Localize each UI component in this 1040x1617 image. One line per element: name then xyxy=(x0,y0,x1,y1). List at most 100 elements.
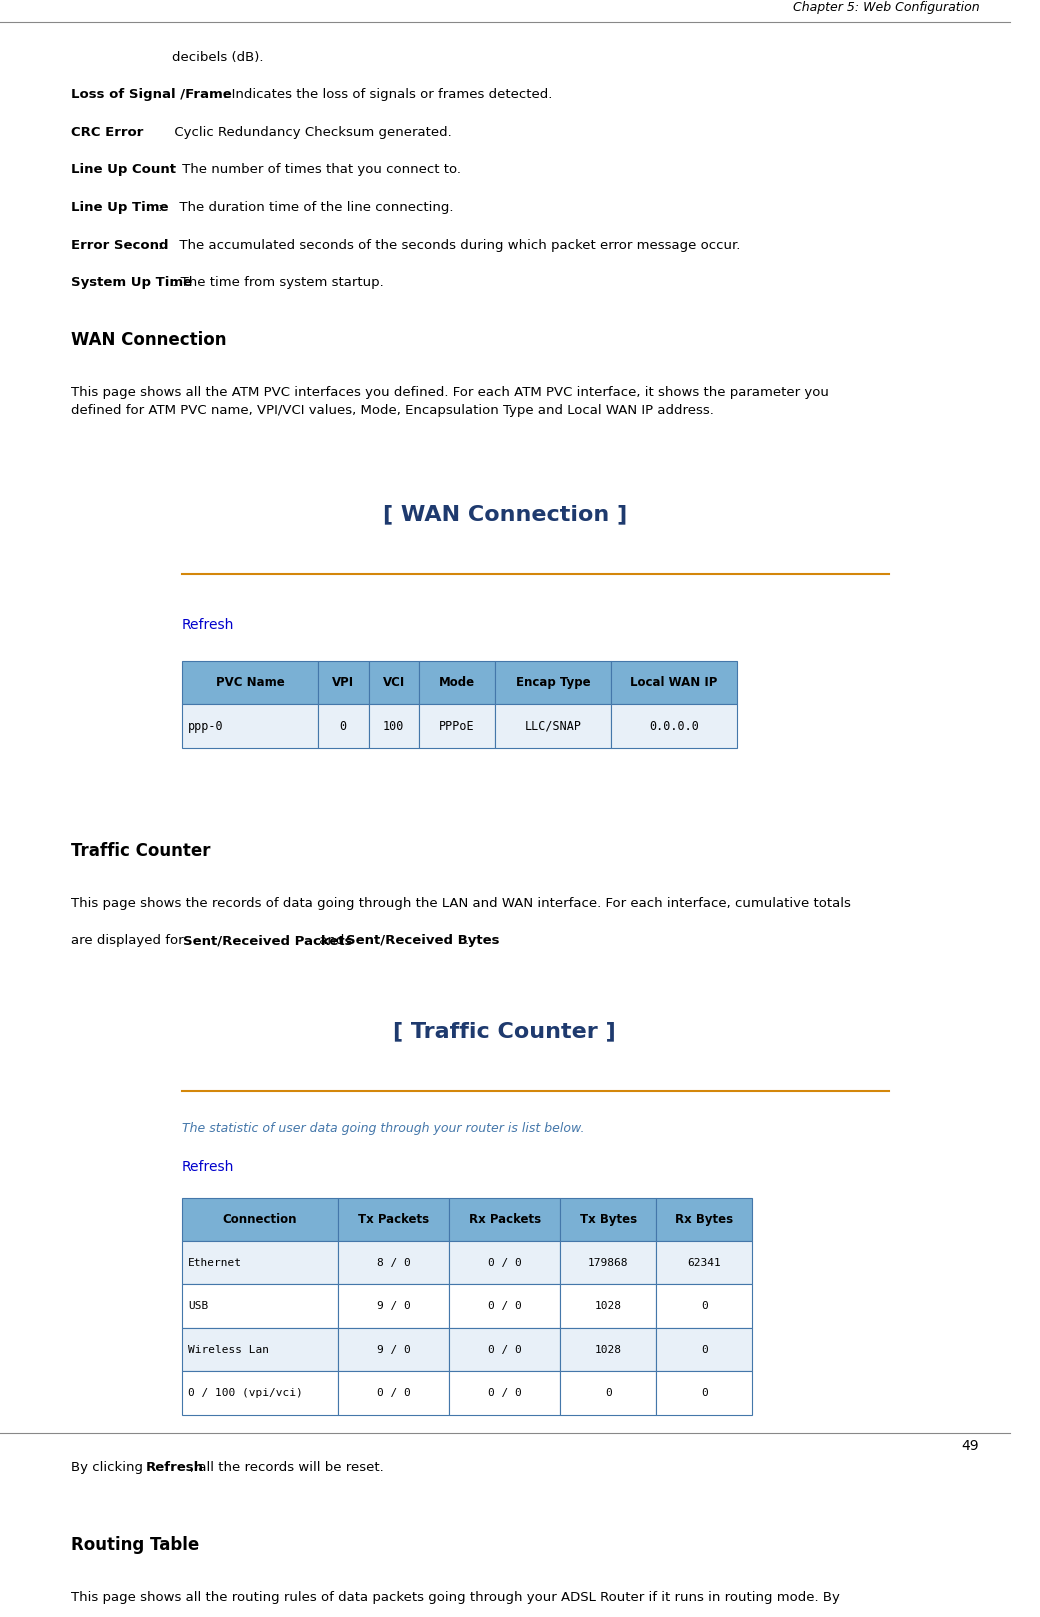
Text: 0 / 0: 0 / 0 xyxy=(488,1258,522,1268)
Text: Line Up Count: Line Up Count xyxy=(71,163,176,176)
Text: Encap Type: Encap Type xyxy=(516,676,590,689)
Text: 0: 0 xyxy=(605,1387,612,1399)
FancyBboxPatch shape xyxy=(368,661,419,705)
Text: 179868: 179868 xyxy=(588,1258,628,1268)
FancyBboxPatch shape xyxy=(656,1371,752,1415)
Text: :   The number of times that you connect to.: : The number of times that you connect t… xyxy=(165,163,461,176)
Text: 1028: 1028 xyxy=(595,1302,622,1311)
Text: 8 / 0: 8 / 0 xyxy=(376,1258,411,1268)
FancyBboxPatch shape xyxy=(561,1371,656,1415)
FancyBboxPatch shape xyxy=(182,1198,338,1242)
FancyBboxPatch shape xyxy=(495,661,610,705)
Text: System Up Time: System Up Time xyxy=(71,277,191,289)
Text: decibels (dB).: decibels (dB). xyxy=(172,50,263,63)
Text: 0 / 0: 0 / 0 xyxy=(488,1387,522,1399)
FancyBboxPatch shape xyxy=(338,1371,449,1415)
Text: This page shows the records of data going through the LAN and WAN interface. For: This page shows the records of data goin… xyxy=(71,897,851,910)
Text: CRC Error: CRC Error xyxy=(71,126,144,139)
Text: 0.0.0.0: 0.0.0.0 xyxy=(649,720,699,733)
Text: Local WAN IP: Local WAN IP xyxy=(630,676,718,689)
Text: Sent/Received Bytes: Sent/Received Bytes xyxy=(346,935,499,948)
Text: :    The duration time of the line connecting.: : The duration time of the line connecti… xyxy=(158,201,453,213)
FancyBboxPatch shape xyxy=(318,705,368,747)
Text: 9 / 0: 9 / 0 xyxy=(376,1345,411,1355)
Text: 0: 0 xyxy=(701,1387,707,1399)
Text: PPPoE: PPPoE xyxy=(439,720,474,733)
FancyBboxPatch shape xyxy=(561,1284,656,1328)
Text: Line Up Time: Line Up Time xyxy=(71,201,168,213)
Text: 100: 100 xyxy=(383,720,405,733)
FancyBboxPatch shape xyxy=(318,661,368,705)
FancyBboxPatch shape xyxy=(561,1242,656,1284)
Text: Tx Bytes: Tx Bytes xyxy=(579,1213,636,1226)
FancyBboxPatch shape xyxy=(182,1371,338,1415)
Text: This page shows all the ATM PVC interfaces you defined. For each ATM PVC interfa: This page shows all the ATM PVC interfac… xyxy=(71,386,829,417)
Text: Ethernet: Ethernet xyxy=(188,1258,242,1268)
FancyBboxPatch shape xyxy=(338,1198,449,1242)
Text: 62341: 62341 xyxy=(687,1258,721,1268)
FancyBboxPatch shape xyxy=(561,1198,656,1242)
Text: 1028: 1028 xyxy=(595,1345,622,1355)
Text: Refresh: Refresh xyxy=(182,618,234,632)
Text: are displayed for: are displayed for xyxy=(71,935,187,948)
FancyBboxPatch shape xyxy=(561,1328,656,1371)
Text: and: and xyxy=(315,935,348,948)
FancyBboxPatch shape xyxy=(656,1284,752,1328)
Text: Connection: Connection xyxy=(223,1213,297,1226)
FancyBboxPatch shape xyxy=(368,705,419,747)
FancyBboxPatch shape xyxy=(656,1328,752,1371)
FancyBboxPatch shape xyxy=(656,1198,752,1242)
Text: This page shows all the routing rules of data packets going through your ADSL Ro: This page shows all the routing rules of… xyxy=(71,1591,839,1604)
Text: Error Second: Error Second xyxy=(71,239,168,252)
FancyBboxPatch shape xyxy=(495,705,610,747)
Text: Wireless Lan: Wireless Lan xyxy=(188,1345,268,1355)
Text: 0: 0 xyxy=(701,1345,707,1355)
Text: [ WAN Connection ]: [ WAN Connection ] xyxy=(383,505,627,526)
Text: Rx Packets: Rx Packets xyxy=(469,1213,541,1226)
FancyBboxPatch shape xyxy=(449,1371,561,1415)
Text: VCI: VCI xyxy=(383,676,405,689)
Text: USB: USB xyxy=(188,1302,208,1311)
FancyBboxPatch shape xyxy=(182,1328,338,1371)
Text: Traffic Counter: Traffic Counter xyxy=(71,842,210,860)
Text: The statistic of user data going through your router is list below.: The statistic of user data going through… xyxy=(182,1122,584,1135)
Text: VPI: VPI xyxy=(332,676,355,689)
Text: : Indicates the loss of signals or frames detected.: : Indicates the loss of signals or frame… xyxy=(224,89,552,102)
FancyBboxPatch shape xyxy=(182,1284,338,1328)
Text: , all the records will be reset.: , all the records will be reset. xyxy=(189,1462,384,1475)
Text: .: . xyxy=(465,935,469,948)
FancyBboxPatch shape xyxy=(338,1284,449,1328)
FancyBboxPatch shape xyxy=(449,1328,561,1371)
Text: 0: 0 xyxy=(340,720,347,733)
Text: Rx Bytes: Rx Bytes xyxy=(675,1213,733,1226)
Text: WAN Connection: WAN Connection xyxy=(71,331,226,349)
FancyBboxPatch shape xyxy=(338,1328,449,1371)
FancyBboxPatch shape xyxy=(449,1198,561,1242)
Text: 0: 0 xyxy=(701,1302,707,1311)
Text: 49: 49 xyxy=(962,1439,980,1454)
Text: Refresh: Refresh xyxy=(182,1159,234,1174)
Text: :    The accumulated seconds of the seconds during which packet error message oc: : The accumulated seconds of the seconds… xyxy=(158,239,740,252)
FancyBboxPatch shape xyxy=(419,705,495,747)
Text: 0 / 0: 0 / 0 xyxy=(376,1387,411,1399)
Text: [ Traffic Counter ]: [ Traffic Counter ] xyxy=(393,1022,617,1041)
FancyBboxPatch shape xyxy=(610,661,737,705)
FancyBboxPatch shape xyxy=(182,1242,338,1284)
Text: Sent/Received Packets: Sent/Received Packets xyxy=(183,935,353,948)
Text: Tx Packets: Tx Packets xyxy=(358,1213,430,1226)
Text: : The time from system startup.: : The time from system startup. xyxy=(173,277,384,289)
Text: 0 / 0: 0 / 0 xyxy=(488,1345,522,1355)
Text: Chapter 5: Web Configuration: Chapter 5: Web Configuration xyxy=(792,2,980,15)
FancyBboxPatch shape xyxy=(419,661,495,705)
Text: Mode: Mode xyxy=(439,676,475,689)
Text: LLC/SNAP: LLC/SNAP xyxy=(524,720,581,733)
FancyBboxPatch shape xyxy=(182,705,318,747)
Text: Routing Table: Routing Table xyxy=(71,1536,199,1554)
Text: ppp-0: ppp-0 xyxy=(188,720,224,733)
Text: By clicking: By clicking xyxy=(71,1462,147,1475)
Text: Refresh: Refresh xyxy=(146,1462,204,1475)
FancyBboxPatch shape xyxy=(182,661,318,705)
Text: Loss of Signal /Frame: Loss of Signal /Frame xyxy=(71,89,232,102)
Text: 9 / 0: 9 / 0 xyxy=(376,1302,411,1311)
FancyBboxPatch shape xyxy=(656,1242,752,1284)
